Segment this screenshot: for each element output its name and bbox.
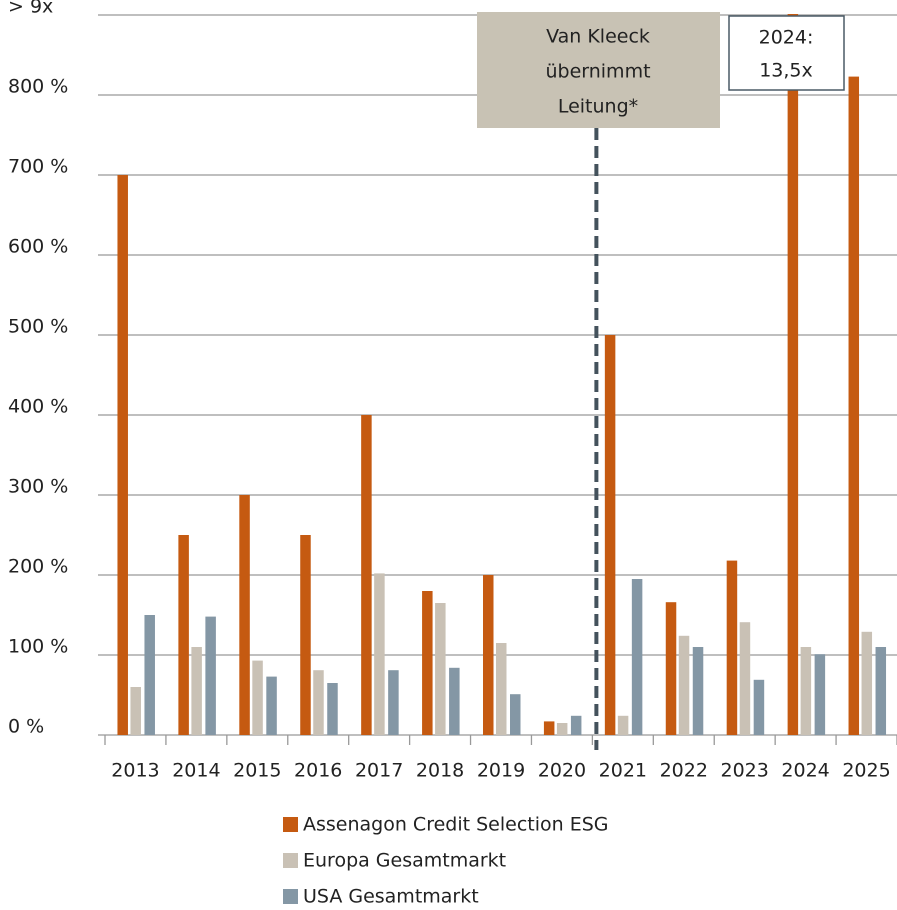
bar [800,647,812,735]
overlay: 2013 2014 2015 2016 2017 2018 2019 2020 2021 2022… [111,12,891,908]
legend-swatch [283,817,298,832]
bar [300,535,311,735]
bar [449,667,460,735]
bar [631,579,643,735]
x-tick-label: 2015 [233,760,281,782]
bar [374,573,385,735]
bar [617,715,629,735]
bar [483,575,494,735]
legend-swatch [283,889,298,904]
x-tick-label: 2020 [538,760,586,782]
x-tick-label: 2023 [721,760,769,782]
legend-label: Europa Gesamtmarkt [303,850,506,872]
y-tick-label: 500 % [8,316,68,338]
x-tick-label: 2022 [660,760,708,782]
annotation-box [477,12,720,128]
annotation-text: 13,5x [759,60,813,82]
bar [543,721,555,735]
y-tick-label: 0 % [8,716,44,738]
bar [726,560,738,735]
annotation-box [728,15,845,91]
legend-label: Assenagon Credit Selection ESG [303,814,609,836]
x-tick-label: 2025 [842,760,890,782]
x-tick-label: 2018 [416,760,464,782]
x-tick-label: 2013 [111,760,159,782]
bar [178,535,189,735]
bar [252,660,263,735]
bar [266,676,277,735]
x-tick-label: 2014 [172,760,220,782]
y-tick-label: 800 % [8,76,68,98]
legend-label: USA Gesamtmarkt [303,886,479,908]
bar [327,683,338,735]
x-tick-label: 2016 [294,760,342,782]
bar [665,602,677,735]
annotation-text: 2024: [759,27,814,49]
bar [848,76,860,736]
bar [510,694,521,735]
y-tick-label: 300 % [8,476,68,498]
x-tick-label: 2017 [355,760,403,782]
y-tick-label: 200 % [8,556,68,578]
annotation-text: Leitung* [558,96,638,118]
y-tick-label: 100 % [8,636,68,658]
bar [496,643,507,735]
bar [422,591,433,735]
bar [313,670,324,735]
x-tick-label: 2019 [477,760,525,782]
bars [117,14,887,736]
bar [435,603,446,735]
bar [130,687,141,735]
bar [239,495,250,735]
bar [604,335,616,735]
bar [753,679,765,735]
bar [861,631,873,735]
annotation-text: übernimmt [545,61,650,83]
bar [144,615,155,735]
x-tick-label: 2021 [599,760,647,782]
bar [692,647,704,735]
bar [814,654,826,735]
y-tick-label: > 9x [8,0,53,18]
bar [205,616,216,735]
bar [739,622,751,735]
y-tick-label: 700 % [8,156,68,178]
grid: 0 % 100 % 200 % 300 % 400 % 500 % 600 % 700 % 80… [8,0,897,745]
bar [570,715,582,735]
x-tick-label: 2024 [781,760,829,782]
bar [678,635,690,735]
bar [787,14,799,735]
bar [556,723,568,735]
bar [191,647,202,735]
bar [875,647,887,735]
annotation-text: Van Kleeck [546,26,650,48]
bar [361,415,372,735]
bar [388,670,399,735]
bar [117,175,128,735]
y-tick-label: 400 % [8,396,68,418]
y-tick-label: 600 % [8,236,68,258]
legend-swatch [283,853,298,868]
